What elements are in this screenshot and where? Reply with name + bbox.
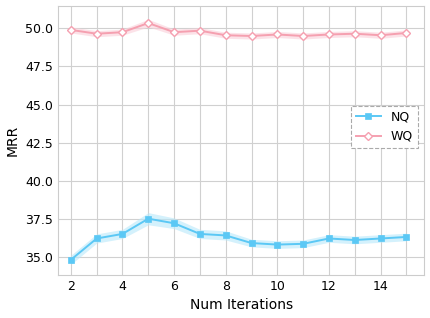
- NQ: [94, 237, 99, 240]
- WQ: [197, 29, 203, 32]
- NQ: [249, 241, 254, 245]
- NQ: [223, 233, 228, 237]
- NQ: [275, 243, 280, 246]
- WQ: [275, 32, 280, 36]
- WQ: [326, 32, 332, 36]
- NQ: [68, 258, 74, 262]
- NQ: [197, 232, 203, 236]
- WQ: [223, 33, 228, 37]
- NQ: [352, 238, 357, 242]
- WQ: [378, 33, 383, 37]
- Y-axis label: MRR: MRR: [6, 125, 19, 156]
- NQ: [301, 242, 306, 246]
- NQ: [378, 237, 383, 240]
- WQ: [120, 30, 125, 34]
- NQ: [172, 221, 177, 225]
- Line: NQ: NQ: [68, 216, 409, 263]
- WQ: [146, 21, 151, 25]
- Legend: NQ, WQ: NQ, WQ: [351, 106, 418, 148]
- WQ: [352, 32, 357, 36]
- X-axis label: Num Iterations: Num Iterations: [190, 299, 293, 313]
- WQ: [249, 34, 254, 38]
- WQ: [94, 32, 99, 36]
- NQ: [326, 237, 332, 240]
- WQ: [68, 28, 74, 32]
- WQ: [301, 34, 306, 38]
- WQ: [172, 30, 177, 34]
- NQ: [404, 235, 409, 239]
- NQ: [146, 217, 151, 221]
- Line: WQ: WQ: [68, 20, 409, 39]
- NQ: [120, 232, 125, 236]
- WQ: [404, 31, 409, 35]
